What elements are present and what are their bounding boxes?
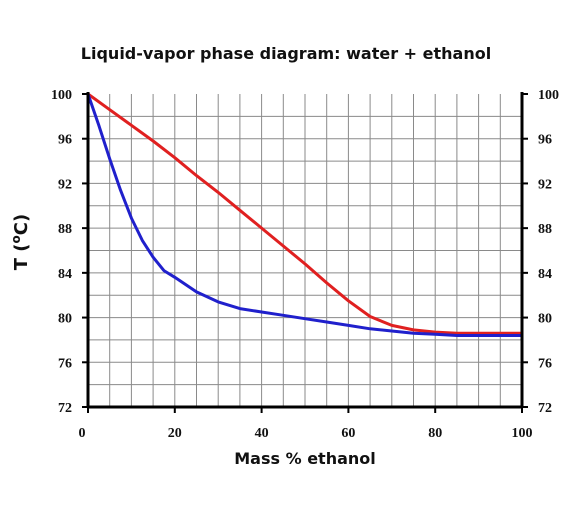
y-tick-label-left: 84 <box>58 267 72 282</box>
series-group <box>86 92 524 337</box>
y-tick-label-right: 72 <box>538 401 552 416</box>
x-tick-label: 40 <box>255 426 269 441</box>
chart-title: Liquid-vapor phase diagram: water + etha… <box>80 44 492 63</box>
y-tick-label-right: 100 <box>538 88 559 103</box>
y-tick-label-left: 88 <box>58 222 72 237</box>
y-tick-label-right: 76 <box>538 356 552 371</box>
y-tick-label-left: 76 <box>58 356 72 371</box>
x-tick-label: 20 <box>168 426 182 441</box>
plot-frame <box>86 92 524 409</box>
y-tick-label-right: 96 <box>538 133 552 148</box>
x-tick-label: 80 <box>428 426 442 441</box>
x-tick-label: 100 <box>512 426 533 441</box>
y-tick-label-left: 92 <box>58 177 72 192</box>
liquid-curve <box>86 92 524 337</box>
y-tick-label-left: 72 <box>58 401 72 416</box>
y-tick-label-right: 92 <box>538 177 552 192</box>
x-tick-label: 0 <box>79 426 86 441</box>
x-axis-label: Mass % ethanol <box>234 449 376 468</box>
y-tick-label-left: 80 <box>58 312 72 327</box>
vapor-curve <box>86 92 524 335</box>
y-tick-label-right: 84 <box>538 267 552 282</box>
x-tick-label: 60 <box>341 426 355 441</box>
tick-group: 72 72 76 76 80 80 84 84 88 88 92 92 96 96 100 100 0 20 40 6… <box>51 88 559 441</box>
y-tick-label-left: 100 <box>51 88 72 103</box>
y-tick-label-left: 96 <box>58 133 72 148</box>
y-tick-label-right: 88 <box>538 222 552 237</box>
y-tick-label-right: 80 <box>538 312 552 327</box>
